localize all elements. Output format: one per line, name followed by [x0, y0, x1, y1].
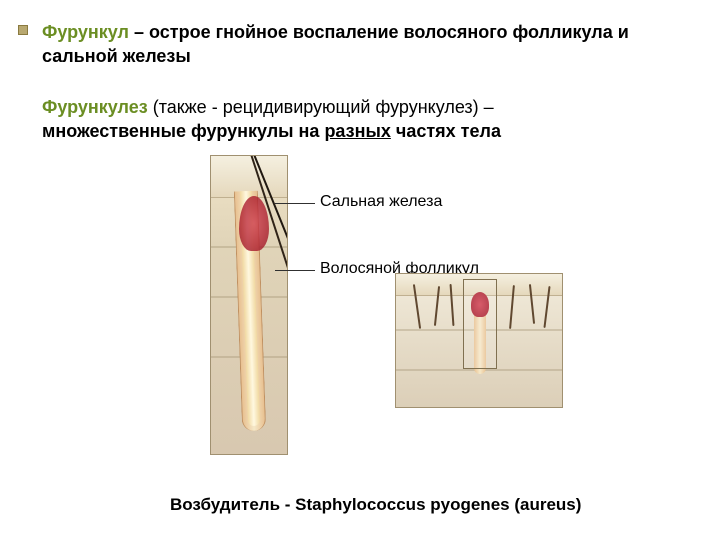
dash: – [129, 22, 149, 42]
heading-furuncle: Фурункул – острое гнойное воспаление вол… [42, 20, 690, 69]
skin-overview-panel [395, 273, 563, 408]
definition-pre: множественные фурункулы на [42, 121, 324, 141]
term-furunculosis: Фурункулез [42, 97, 148, 117]
bullet-marker [18, 25, 28, 35]
definition-post: частях тела [391, 121, 501, 141]
leader-line [275, 203, 315, 204]
pathogen-footer: Возбудитель - Staphylococcus pyogenes (a… [170, 495, 581, 515]
inflammation-icon [239, 196, 269, 251]
paren-furunculosis: (также - рецидивирующий фурункулез) – [148, 97, 494, 117]
term-furuncle: Фурункул [42, 22, 129, 42]
follicle-detail-panel [210, 155, 288, 455]
leader-line [275, 270, 315, 271]
definition-underline: разных [324, 121, 390, 141]
diagram-area: Сальная железа Волосяной фолликул [150, 155, 570, 465]
label-sebaceous: Сальная железа [318, 193, 444, 211]
heading-furunculosis: Фурункулез (также - рецидивирующий фурун… [42, 95, 690, 144]
zoom-box [463, 279, 497, 369]
